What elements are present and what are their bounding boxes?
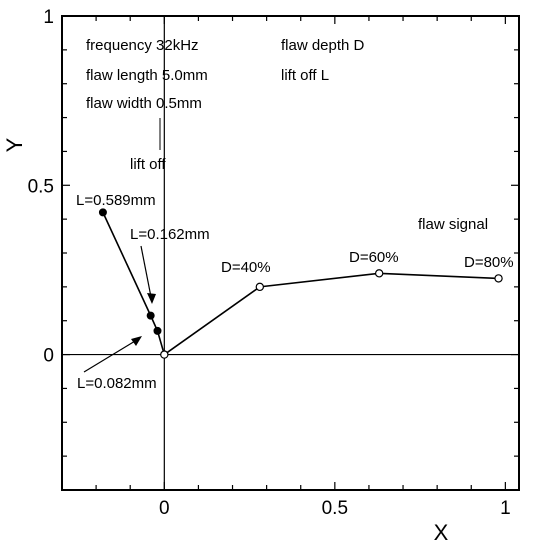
flaw-depth-legend: flaw depth D: [281, 37, 365, 54]
data-point-0-0: [98, 208, 107, 217]
x-tick-label: 1: [500, 498, 511, 519]
lift-off-legend: lift off L: [281, 67, 329, 84]
lift-label-0082: L=0.082mm: [77, 375, 157, 392]
plot-frame: [61, 15, 520, 491]
plot-border: [61, 15, 520, 491]
data-point-0-1: [146, 311, 155, 320]
depth-label-60: D=60%: [349, 249, 399, 266]
info-flaw-length: flaw length 5.0mm: [86, 67, 208, 84]
data-point-1-2: [374, 269, 384, 278]
tick-labels: 0 0.5 1 0 0.5 1: [28, 7, 511, 519]
info-flaw-width: flaw width 0.5mm: [86, 95, 202, 112]
depth-label-40: D=40%: [221, 259, 271, 276]
annotations: frequency 32kHz flaw length 5.0mm flaw w…: [76, 37, 514, 392]
data-point-1-3: [494, 274, 503, 283]
series-line-1: [163, 272, 499, 356]
x-axis-label: X: [434, 520, 449, 544]
data-series: [98, 208, 503, 359]
data-point-1-0: [160, 350, 169, 359]
y-tick-label: 1: [43, 7, 54, 28]
data-point-1-1: [255, 282, 265, 292]
x-tick-label: 0.5: [322, 498, 348, 519]
y-axis-label: Y: [2, 137, 27, 152]
lift-label-0162: L=0.162mm: [130, 226, 210, 243]
data-point-0-2: [153, 326, 162, 335]
info-frequency: frequency 32kHz: [86, 37, 199, 54]
arrow-0082-shaft: [83, 337, 141, 373]
lift-off-label: lift off: [130, 156, 166, 173]
depth-label-80: D=80%: [464, 254, 514, 271]
arrow-0162-head: [147, 293, 156, 304]
series-line-0: [102, 212, 166, 355]
x-tick-label: 0: [159, 498, 170, 519]
y-tick-label: 0: [43, 346, 54, 367]
flaw-signal-label: flaw signal: [418, 216, 488, 233]
axis-ticks: [62, 15, 519, 490]
y-tick-label: 0.5: [28, 176, 54, 197]
lift-label-0589: L=0.589mm: [76, 192, 156, 209]
arrow-0162-shaft: [140, 245, 153, 303]
arrow-0082-head: [131, 336, 142, 346]
